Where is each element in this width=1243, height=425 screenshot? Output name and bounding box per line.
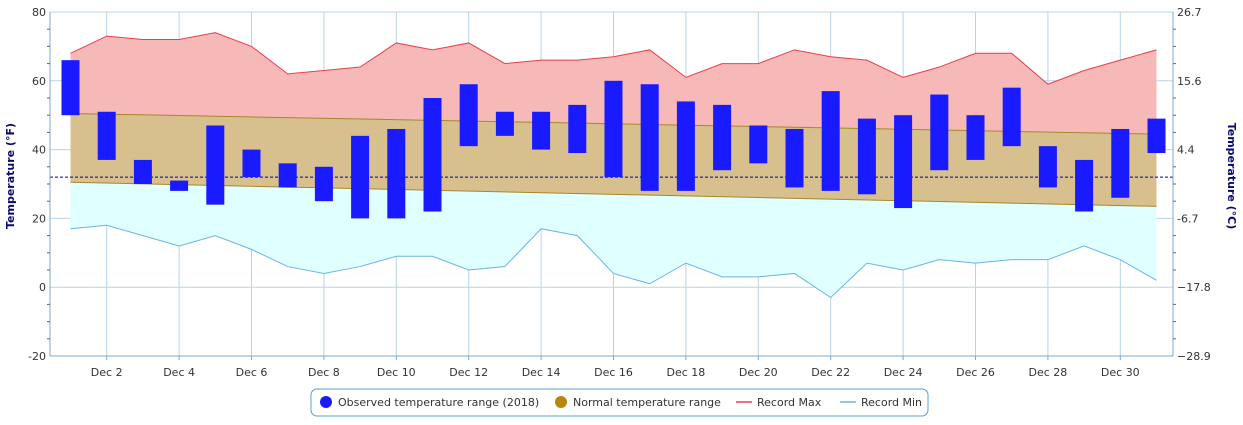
y-tick-label-left: 40	[32, 144, 46, 157]
observed-bar	[676, 101, 695, 191]
x-tick-label: Dec 22	[811, 366, 850, 379]
y-tick-label-right: 15.6	[1177, 75, 1202, 88]
legend-item-normal[interactable]: Normal temperature range	[555, 396, 721, 409]
observed-bar	[604, 80, 623, 178]
observed-bar	[170, 180, 189, 191]
x-tick-label: Dec 4	[163, 366, 195, 379]
observed-bar	[1147, 118, 1166, 154]
x-tick-label: Dec 10	[377, 366, 416, 379]
x-tick-label: Dec 14	[522, 366, 561, 379]
legend-label-record-min: Record Min	[861, 396, 922, 409]
legend-symbol-normal	[555, 396, 567, 408]
x-tick-label: Dec 16	[594, 366, 633, 379]
observed-bar	[206, 125, 225, 205]
legend-item-record-min[interactable]: Record Min	[840, 396, 922, 409]
x-tick-label: Dec 2	[91, 366, 123, 379]
axes: -20 0 20 40 60 80 −28.9 −17.8 -6.7 4.4 15.6 26.7 Dec…	[28, 6, 1211, 379]
y-tick-label-right: -6.7	[1177, 212, 1198, 225]
x-tick-label: Dec 18	[667, 366, 706, 379]
observed-bar	[930, 94, 949, 171]
observed-bar	[314, 166, 333, 202]
legend-label-normal: Normal temperature range	[573, 396, 721, 409]
observed-bar	[1075, 159, 1094, 212]
observed-bar	[61, 60, 80, 116]
observed-bar	[97, 111, 116, 160]
observed-bar	[785, 128, 804, 188]
legend-item-observed[interactable]: Observed temperature range (2018)	[320, 396, 539, 409]
y-axis-title-right: Temperature (°C)	[1225, 123, 1238, 230]
x-tick-label: Dec 30	[1101, 366, 1140, 379]
y-tick-label-left: 60	[32, 75, 46, 88]
observed-bar	[1111, 128, 1130, 198]
observed-bar	[568, 104, 587, 154]
observed-bar	[133, 159, 152, 184]
observed-bar	[640, 84, 659, 191]
x-tick-label: Dec 24	[884, 366, 923, 379]
legend-symbol-observed	[320, 396, 332, 408]
y-tick-label-right: 26.7	[1177, 6, 1202, 19]
observed-bar	[1038, 146, 1057, 188]
x-tick-label: Dec 26	[956, 366, 995, 379]
observed-bar	[423, 98, 442, 212]
y-tick-label-left: 80	[32, 6, 46, 19]
x-tick-label: Dec 6	[236, 366, 268, 379]
record-max-line	[70, 32, 1157, 85]
y-tick-label-left: 0	[39, 281, 46, 294]
observed-bar	[459, 84, 478, 147]
observed-bar	[351, 135, 370, 219]
legend-label-observed: Observed temperature range (2018)	[338, 396, 539, 409]
legend-item-record-max[interactable]: Record Max	[736, 396, 822, 409]
y-tick-label-left: 20	[32, 212, 46, 225]
observed-bars	[61, 60, 1166, 219]
series-lines	[70, 32, 1157, 299]
x-tick-label: Dec 12	[449, 366, 488, 379]
record-min-area	[70, 182, 1157, 298]
y-tick-label-left: -20	[28, 350, 46, 363]
x-tick-label: Dec 28	[1029, 366, 1068, 379]
observed-bar	[1002, 87, 1021, 147]
observed-bar	[278, 163, 297, 188]
x-tick-label: Dec 20	[739, 366, 778, 379]
observed-bar	[894, 115, 913, 209]
legend: Observed temperature range (2018) Normal…	[310, 388, 929, 417]
legend-box	[310, 388, 929, 417]
observed-bar	[857, 118, 876, 195]
observed-bar	[713, 104, 732, 171]
y-tick-label-right: −28.9	[1177, 350, 1211, 363]
observed-bar	[387, 128, 406, 219]
observed-bar	[966, 115, 985, 160]
observed-bar	[749, 125, 768, 164]
y-axis-title-left: Temperature (°F)	[4, 123, 17, 229]
legend-label-record-max: Record Max	[757, 396, 822, 409]
observed-bar	[821, 91, 840, 191]
observed-bar	[532, 111, 551, 150]
observed-bar	[242, 149, 261, 178]
normal-low-edge	[70, 181, 1157, 207]
record-min-line	[70, 224, 1157, 299]
y-tick-label-right: −17.8	[1177, 281, 1211, 294]
y-tick-label-right: 4.4	[1177, 144, 1195, 157]
observed-bar	[495, 111, 514, 136]
x-tick-label: Dec 8	[308, 366, 340, 379]
